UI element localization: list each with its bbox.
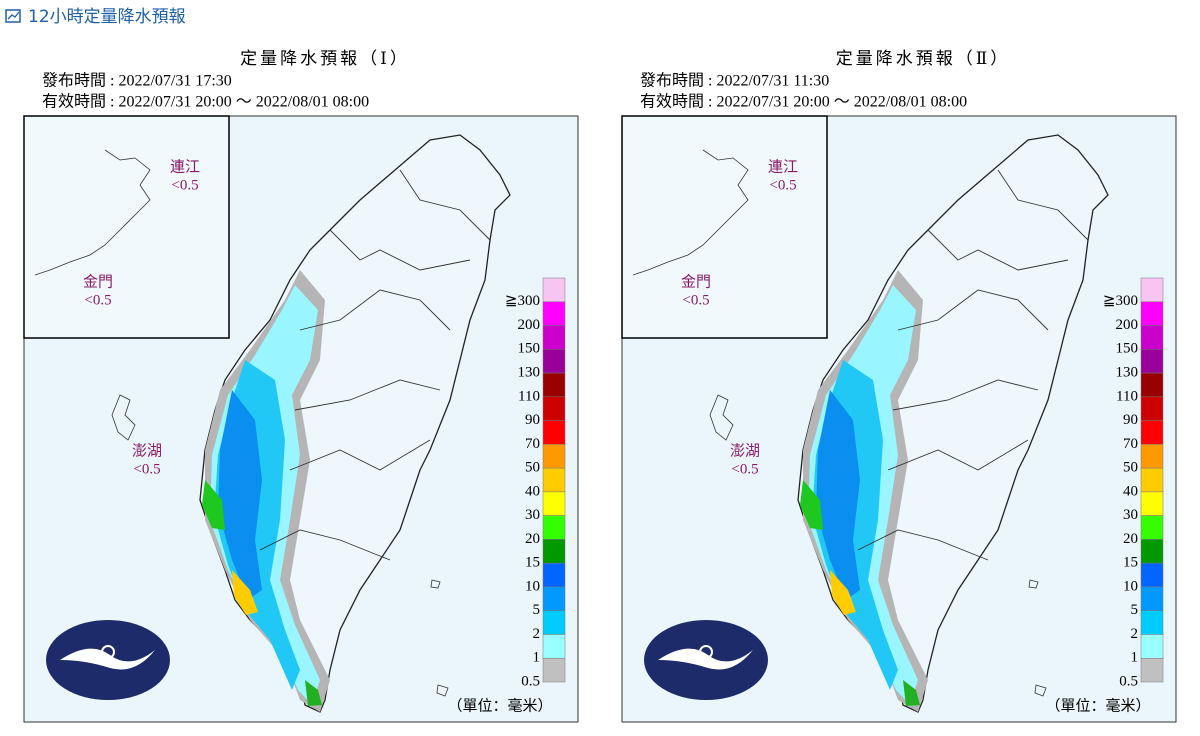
header-title: 12小時定量降水預報 <box>28 7 186 27</box>
legend-label: 110 <box>518 388 540 404</box>
legend-label: 130 <box>1116 364 1139 380</box>
legend-label: 200 <box>1116 317 1139 333</box>
legend-swatch <box>1140 301 1164 326</box>
legend-label: 2 <box>1131 626 1139 642</box>
panels: 定量降水預報（Ⅰ） 發布時間 : 2022/07/31 17:30 有效時間 : 2… <box>23 49 1177 723</box>
legend-label: 15 <box>1123 555 1138 571</box>
place-name: 連江 <box>170 158 200 175</box>
legend-label: 130 <box>518 364 541 380</box>
legend-swatch <box>542 586 566 611</box>
legend-label: 90 <box>525 412 540 428</box>
legend-swatch <box>542 372 566 398</box>
legend-swatch <box>1140 657 1164 683</box>
legend-label: 70 <box>1123 436 1138 452</box>
place-name: 金門 <box>681 273 711 290</box>
legend-label: 90 <box>1123 412 1138 428</box>
valid-time: 有效時間 : 2022/07/31 20:00 ～ 2022/08/01 08:… <box>42 93 369 111</box>
legend-label: ≧300 <box>1103 293 1138 309</box>
legend-swatch <box>542 467 566 493</box>
place-value: <0.5 <box>769 177 796 193</box>
legend-swatch <box>1140 349 1164 374</box>
legend-swatch <box>1140 491 1164 516</box>
issued-time: 發布時間 : 2022/07/31 11:30 <box>640 72 829 90</box>
legend-swatch <box>542 420 566 445</box>
issued-time: 發布時間 : 2022/07/31 17:30 <box>42 72 232 90</box>
legend-swatch <box>1140 515 1164 540</box>
legend-label: 0.5 <box>521 673 540 689</box>
panel: 定量降水預報（Ⅱ） 發布時間 : 2022/07/31 11:30 有效時間 : 2… <box>621 49 1177 723</box>
legend-label: ≧300 <box>505 293 540 309</box>
header-icon <box>5 9 21 23</box>
legend-swatch <box>542 301 566 326</box>
place-value: <0.5 <box>84 292 111 308</box>
legend-label: 20 <box>1123 531 1138 547</box>
place-name: 澎湖 <box>730 442 760 459</box>
legend-label: 150 <box>518 341 541 357</box>
legend-label: 150 <box>1116 341 1139 357</box>
legend-label: 0.5 <box>1119 673 1138 689</box>
rainfall-map <box>23 115 579 723</box>
legend-label: 5 <box>1131 602 1139 618</box>
place-value: <0.5 <box>731 461 758 477</box>
place-value: <0.5 <box>171 177 198 193</box>
legend-swatch <box>1140 444 1164 469</box>
legend-label: 20 <box>525 531 540 547</box>
place-value: <0.5 <box>682 292 709 308</box>
legend-label: 1 <box>1131 650 1139 666</box>
legend-label: 50 <box>1123 460 1138 476</box>
legend-label: 30 <box>525 507 540 523</box>
legend-swatch <box>1140 372 1164 398</box>
legend-label: 70 <box>525 436 540 452</box>
legend-swatch <box>542 539 566 564</box>
legend-swatch <box>1140 325 1164 350</box>
legend-label: 30 <box>1123 507 1138 523</box>
legend-label: 10 <box>1123 578 1138 594</box>
legend-label: 50 <box>525 460 540 476</box>
legend-label: 15 <box>525 555 540 571</box>
legend-swatch <box>1140 634 1164 659</box>
rainfall-map <box>621 115 1177 723</box>
place-value: <0.5 <box>133 461 160 477</box>
legend-swatch <box>1140 610 1164 635</box>
legend-swatch <box>542 444 566 469</box>
legend-label: 40 <box>1123 483 1138 499</box>
legend-swatch <box>542 562 566 588</box>
legend-label: 10 <box>525 578 540 594</box>
place-name: 金門 <box>83 273 113 290</box>
legend-swatch <box>1140 420 1164 445</box>
legend-swatch <box>1140 586 1164 611</box>
legend-swatch <box>1140 539 1164 564</box>
legend-swatch <box>1140 396 1164 421</box>
legend-label: 200 <box>518 317 541 333</box>
legend-swatch <box>542 515 566 540</box>
legend-swatch <box>542 657 566 683</box>
place-name: 連江 <box>768 158 798 175</box>
legend-label: 2 <box>533 626 541 642</box>
panel: 定量降水預報（Ⅰ） 發布時間 : 2022/07/31 17:30 有效時間 : 2… <box>23 49 579 723</box>
panel-title: 定量降水預報（Ⅱ） <box>836 49 1011 68</box>
legend-swatch <box>1140 277 1164 303</box>
legend-swatch <box>542 610 566 635</box>
place-name: 澎湖 <box>132 442 162 459</box>
panel-title: 定量降水預報（Ⅰ） <box>240 49 410 68</box>
legend-label: 40 <box>525 483 540 499</box>
legend-swatch <box>1140 562 1164 588</box>
unit-label: （單位：毫米） <box>447 696 552 714</box>
unit-label: （單位：毫米） <box>1045 696 1150 714</box>
legend-swatch <box>542 491 566 516</box>
legend-swatch <box>542 277 566 303</box>
valid-time: 有效時間 : 2022/07/31 20:00 ～ 2022/08/01 08:… <box>640 93 967 111</box>
legend-swatch <box>542 634 566 659</box>
legend-label: 110 <box>1116 388 1138 404</box>
legend-label: 5 <box>533 602 541 618</box>
legend-swatch <box>542 349 566 374</box>
legend-label: 1 <box>533 650 541 666</box>
legend-swatch <box>1140 467 1164 493</box>
header-icon-line <box>7 11 20 20</box>
legend-swatch <box>542 325 566 350</box>
legend-swatch <box>542 396 566 421</box>
